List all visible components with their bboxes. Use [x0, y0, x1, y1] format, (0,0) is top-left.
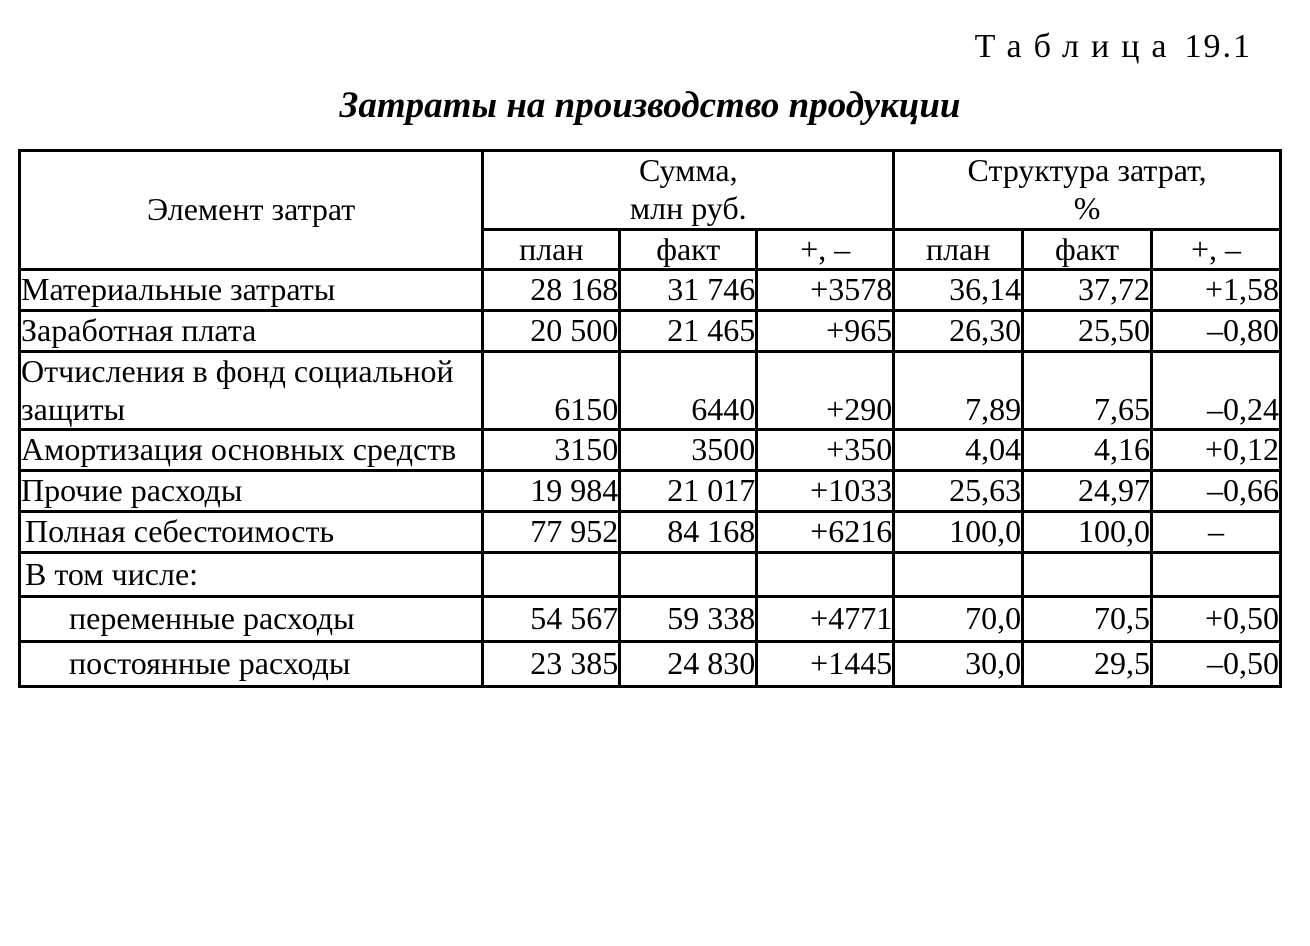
table-label-number: 19.1	[1185, 28, 1253, 65]
header-pct-group: Структура затрат, %	[894, 151, 1281, 230]
table-row: Полная себестоимость 77 952 84 168 +6216…	[20, 511, 1281, 552]
cell-value: 100,0	[1023, 511, 1152, 552]
cell-value: 29,5	[1023, 642, 1152, 687]
cell-name: Полная себестоимость	[20, 511, 483, 552]
cell-name: Материальные затраты	[20, 270, 483, 311]
cell-value: +6216	[757, 511, 894, 552]
cell-value: 6440	[620, 351, 757, 430]
cell-value: +3578	[757, 270, 894, 311]
header-sum-fact: факт	[620, 229, 757, 270]
header-pct-fact: факт	[1023, 229, 1152, 270]
cell-value: 26,30	[894, 311, 1023, 352]
table-header: Элемент затрат Сумма, млн руб. Структура…	[20, 151, 1281, 270]
cell-empty	[1023, 552, 1152, 597]
cell-value: 100,0	[894, 511, 1023, 552]
cell-value: 59 338	[620, 597, 757, 642]
cell-value: 24,97	[1023, 471, 1152, 512]
cell-empty	[894, 552, 1023, 597]
cell-empty	[483, 552, 620, 597]
cell-value: +1,58	[1152, 270, 1281, 311]
cell-value: 25,50	[1023, 311, 1152, 352]
cell-empty	[757, 552, 894, 597]
cell-value: 7,89	[894, 351, 1023, 430]
cell-name: Прочие расходы	[20, 471, 483, 512]
table-caption: Затраты на производство продукции	[18, 84, 1282, 127]
page: Таблица19.1 Затраты на производство прод…	[0, 0, 1310, 946]
table-row: Амортизация основных средств 3150 3500 +…	[20, 430, 1281, 471]
cell-name: Амортизация основных средств	[20, 430, 483, 471]
header-sum-group: Сумма, млн руб.	[483, 151, 894, 230]
cell-name: Заработная плата	[20, 311, 483, 352]
cell-value: 31 746	[620, 270, 757, 311]
cell-value: 23 385	[483, 642, 620, 687]
cell-value: 77 952	[483, 511, 620, 552]
cell-value: 37,72	[1023, 270, 1152, 311]
table-row: Заработная плата 20 500 21 465 +965 26,3…	[20, 311, 1281, 352]
header-pct-diff: +, –	[1152, 229, 1281, 270]
table-row: Материальные затраты 28 168 31 746 +3578…	[20, 270, 1281, 311]
cell-value: –	[1152, 511, 1281, 552]
cell-empty	[620, 552, 757, 597]
cell-value: 6150	[483, 351, 620, 430]
cell-value: 21 465	[620, 311, 757, 352]
cell-value: +290	[757, 351, 894, 430]
cell-value: +1033	[757, 471, 894, 512]
cell-value: –0,24	[1152, 351, 1281, 430]
cell-value: +1445	[757, 642, 894, 687]
cell-value: 4,16	[1023, 430, 1152, 471]
header-pct-line2: %	[1074, 190, 1101, 226]
cell-value: –0,80	[1152, 311, 1281, 352]
table-body: Материальные затраты 28 168 31 746 +3578…	[20, 270, 1281, 687]
cell-value: +4771	[757, 597, 894, 642]
cell-value: 19 984	[483, 471, 620, 512]
cell-value: 54 567	[483, 597, 620, 642]
cell-value: –0,66	[1152, 471, 1281, 512]
cell-value: 3150	[483, 430, 620, 471]
table-row: переменные расходы 54 567 59 338 +4771 7…	[20, 597, 1281, 642]
cell-value: 84 168	[620, 511, 757, 552]
cell-name: Отчисления в фонд социальной защиты	[20, 351, 483, 430]
header-sum-plan: план	[483, 229, 620, 270]
cell-value: 70,0	[894, 597, 1023, 642]
cell-value: 3500	[620, 430, 757, 471]
cell-name: постоянные расходы	[20, 642, 483, 687]
cell-name-text: постоянные расходы	[21, 645, 350, 683]
header-pct-line1: Структура затрат,	[968, 152, 1207, 188]
cell-value: –0,50	[1152, 642, 1281, 687]
header-sum-line1: Сумма,	[639, 152, 738, 188]
table-row: постоянные расходы 23 385 24 830 +1445 3…	[20, 642, 1281, 687]
header-sum-diff: +, –	[757, 229, 894, 270]
header-element: Элемент затрат	[20, 151, 483, 270]
cell-name: В том числе:	[20, 552, 483, 597]
cell-name: переменные расходы	[20, 597, 483, 642]
table-row: Прочие расходы 19 984 21 017 +1033 25,63…	[20, 471, 1281, 512]
table-row: Отчисления в фонд социальной защиты 6150…	[20, 351, 1281, 430]
cell-value: +0,12	[1152, 430, 1281, 471]
cell-value: 7,65	[1023, 351, 1152, 430]
cell-value: 25,63	[894, 471, 1023, 512]
cell-value: +0,50	[1152, 597, 1281, 642]
cell-empty	[1152, 552, 1281, 597]
table-label: Таблица19.1	[18, 28, 1252, 66]
table-row: В том числе:	[20, 552, 1281, 597]
cell-value: 28 168	[483, 270, 620, 311]
cell-value: +965	[757, 311, 894, 352]
cell-name-text: переменные расходы	[21, 600, 355, 638]
cell-value: 20 500	[483, 311, 620, 352]
cell-value: +350	[757, 430, 894, 471]
header-pct-plan: план	[894, 229, 1023, 270]
table-label-word: Таблица	[975, 28, 1179, 65]
cell-value: 24 830	[620, 642, 757, 687]
cell-value: 70,5	[1023, 597, 1152, 642]
cell-value: 30,0	[894, 642, 1023, 687]
cell-value: 36,14	[894, 270, 1023, 311]
header-sum-line2: млн руб.	[630, 190, 747, 226]
costs-table: Элемент затрат Сумма, млн руб. Структура…	[18, 149, 1282, 688]
cell-value: 21 017	[620, 471, 757, 512]
cell-value: 4,04	[894, 430, 1023, 471]
